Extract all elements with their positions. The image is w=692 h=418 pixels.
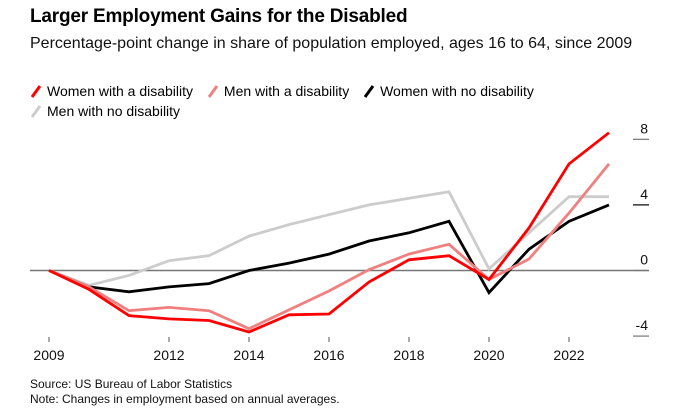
y-tick-label: 0	[640, 252, 648, 268]
y-tick-label: -4	[636, 317, 649, 333]
legend-item-women-with-disability: Women with a disability	[30, 82, 193, 100]
x-tick-label: 2020	[473, 347, 504, 363]
legend-label: Men with a disability	[223, 83, 350, 99]
x-tick-label: 2022	[553, 347, 584, 363]
legend: Women with a disability Men with a disab…	[30, 82, 650, 122]
legend-swatch-icon	[30, 85, 42, 98]
x-tick-label: 2016	[313, 347, 344, 363]
legend-swatch-icon	[30, 105, 42, 118]
legend-item-men-with-disability: Men with a disability	[207, 82, 349, 100]
footer: Source: US Bureau of Labor Statistics No…	[30, 377, 340, 407]
x-tick-label: 2012	[153, 347, 184, 363]
y-axis: 8 4 0 -4	[633, 120, 649, 337]
legend-item-men-no-disability: Men with no disability	[30, 102, 180, 120]
legend-label: Men with no disability	[47, 103, 181, 119]
series-line-men-with-no-disability	[48, 190, 609, 287]
y-tick-label: 8	[640, 120, 648, 136]
legend-swatch-icon	[207, 85, 219, 98]
series-line-women-with-a-disability	[48, 131, 610, 334]
legend-swatch-icon	[363, 85, 375, 98]
legend-label: Women with a disability	[47, 83, 194, 99]
chart-subtitle: Percentage-point change in share of popu…	[30, 35, 633, 52]
chart-title: Larger Employment Gains for the Disabled	[30, 6, 408, 27]
x-tick-label: 2009	[33, 347, 64, 363]
series-line-women-with-no-disability	[48, 203, 610, 295]
y-tick-label: 4	[640, 186, 648, 202]
footnote: Note: Changes in employment based on ann…	[30, 392, 340, 406]
source-note: Source: US Bureau of Labor Statistics	[30, 377, 233, 391]
x-tick-label: 2018	[393, 347, 424, 363]
series-line-men-with-a-disability	[48, 163, 611, 331]
legend-label: Women with no disability	[380, 83, 534, 99]
legend-item-women-no-disability: Women with no disability	[363, 82, 534, 100]
series-group	[48, 131, 611, 334]
x-tick-label: 2014	[233, 347, 264, 363]
x-axis: 2009 2012 2014 2016 2018 2020 2022	[33, 337, 585, 363]
